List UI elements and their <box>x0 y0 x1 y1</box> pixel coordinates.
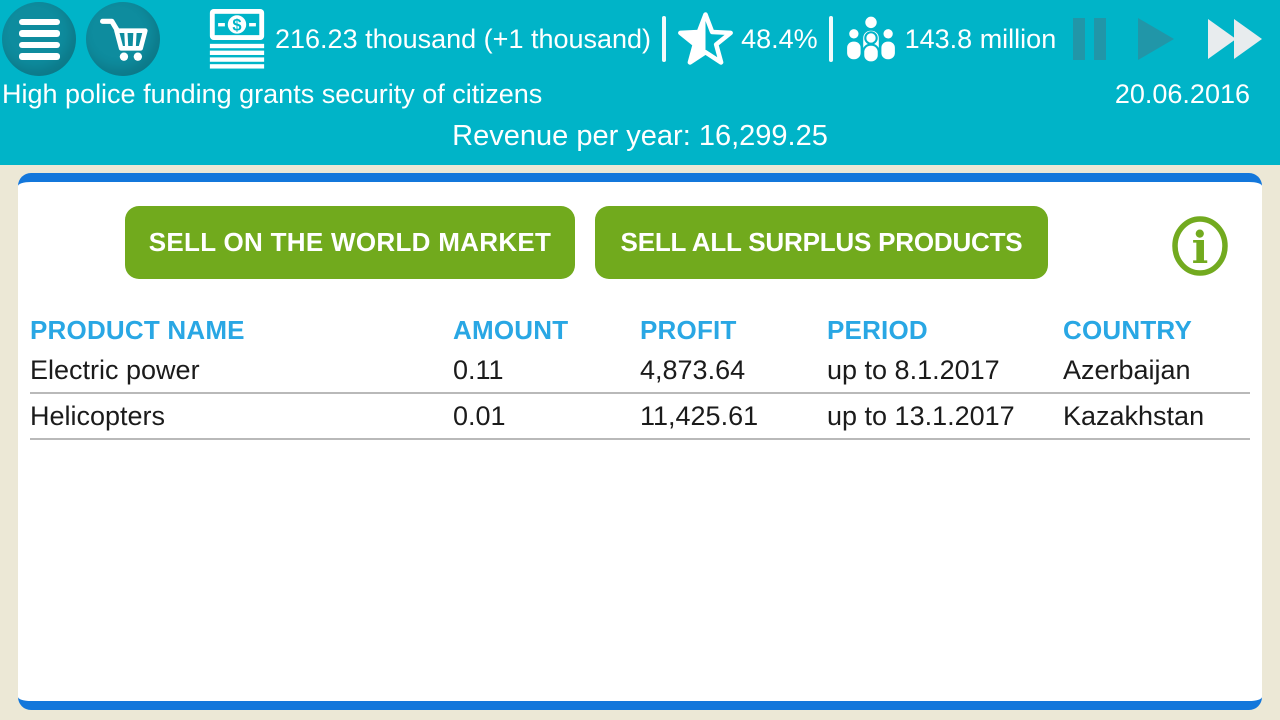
cell-amount: 0.01 <box>453 400 506 431</box>
half-star-icon <box>677 12 734 66</box>
population-indicator[interactable]: 143.8 million <box>844 14 1057 64</box>
play-icon <box>1138 18 1174 60</box>
col-amount: AMOUNT <box>453 314 569 345</box>
cart-icon <box>97 13 149 65</box>
people-icon <box>844 14 898 64</box>
table-row[interactable]: Helicopters 0.01 11,425.61 up to 13.1.20… <box>30 394 1250 440</box>
game-date: 20.06.2016 <box>1114 79 1250 109</box>
sell-all-surplus-button[interactable]: SELL ALL SURPLUS PRODUCTS <box>595 206 1048 279</box>
cell-period: up to 8.1.2017 <box>827 354 1000 385</box>
table-header-row: PRODUCT NAME AMOUNT PROFIT PERIOD COUNTR… <box>30 312 1250 348</box>
hud-divider <box>828 16 833 62</box>
approval-indicator[interactable]: 48.4% <box>677 12 818 66</box>
revenue-line: Revenue per year: 16,299.25 <box>452 120 828 152</box>
pause-icon <box>1073 18 1106 60</box>
cell-amount: 0.11 <box>453 354 504 385</box>
cell-country: Azerbaijan <box>1063 354 1191 385</box>
hud-indicators: $ 216.23 thousand (+1 thousand) <box>206 7 1056 71</box>
money-icon: $ <box>206 7 268 71</box>
hamburger-icon <box>18 18 60 60</box>
col-product-name: PRODUCT NAME <box>30 314 245 345</box>
svg-text:i: i <box>1192 223 1209 274</box>
population-value: 143.8 million <box>904 23 1057 54</box>
col-country: COUNTRY <box>1063 314 1192 345</box>
approval-value: 48.4% <box>741 23 818 54</box>
cell-product-name: Helicopters <box>30 400 166 431</box>
play-button[interactable] <box>1138 18 1174 60</box>
treasury-value: 216.23 thousand (+1 thousand) <box>275 23 652 54</box>
news-headline: High police funding grants security of c… <box>2 79 543 109</box>
fast-forward-icon <box>1206 17 1266 61</box>
hud-divider <box>662 16 667 62</box>
game-speed-controls <box>1073 17 1266 61</box>
info-button[interactable]: i <box>1171 215 1229 277</box>
info-icon: i <box>1171 215 1229 277</box>
cell-product-name: Electric power <box>30 354 200 385</box>
col-profit: PROFIT <box>640 314 737 345</box>
hud-stats-row: $ 216.23 thousand (+1 thousand) <box>0 0 1280 78</box>
cell-period: up to 13.1.2017 <box>827 400 1015 431</box>
treasury-indicator[interactable]: $ 216.23 thousand (+1 thousand) <box>206 7 651 71</box>
pause-button[interactable] <box>1073 18 1106 60</box>
cell-profit: 11,425.61 <box>640 400 759 431</box>
world-market-panel: SELL ON THE WORLD MARKET SELL ALL SURPLU… <box>18 173 1262 710</box>
news-row: High police funding grants security of c… <box>0 79 1280 110</box>
table-row[interactable]: Electric power 0.11 4,873.64 up to 8.1.2… <box>30 348 1250 394</box>
cell-profit: 4,873.64 <box>640 354 746 385</box>
svg-text:$: $ <box>232 16 241 34</box>
col-period: PERIOD <box>827 314 928 345</box>
market-actions: SELL ON THE WORLD MARKET SELL ALL SURPLU… <box>18 182 1262 279</box>
contracts-table: PRODUCT NAME AMOUNT PROFIT PERIOD COUNTR… <box>30 312 1250 440</box>
fast-forward-button[interactable] <box>1206 17 1266 61</box>
cell-country: Kazakhstan <box>1063 400 1205 431</box>
shop-button[interactable] <box>86 2 160 76</box>
sell-world-market-button[interactable]: SELL ON THE WORLD MARKET <box>125 206 575 279</box>
menu-button[interactable] <box>2 2 76 76</box>
top-hud: $ 216.23 thousand (+1 thousand) <box>0 0 1280 165</box>
